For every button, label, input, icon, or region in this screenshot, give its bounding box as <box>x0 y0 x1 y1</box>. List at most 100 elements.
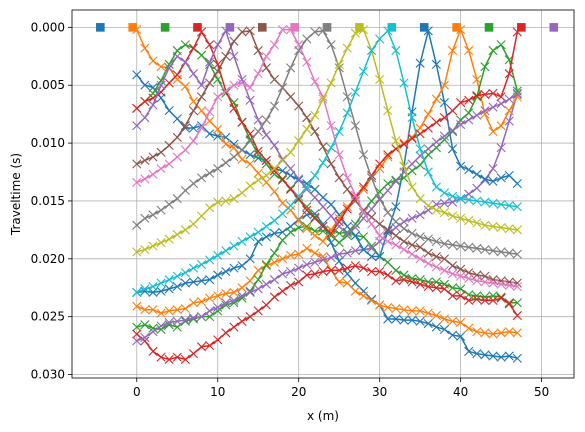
data-point <box>488 163 498 174</box>
data-point <box>456 291 466 301</box>
source-marker <box>517 23 526 32</box>
data-point <box>294 277 304 287</box>
data-point <box>383 225 393 235</box>
y-tick-label: 0.015 <box>31 194 65 208</box>
data-point <box>504 298 514 308</box>
data-point <box>269 257 280 267</box>
data-point <box>261 130 271 140</box>
data-point <box>326 265 336 275</box>
data-point <box>512 249 522 259</box>
data-point <box>156 286 166 296</box>
data-point <box>496 328 506 338</box>
data-point <box>512 353 522 363</box>
data-point <box>172 229 182 240</box>
data-point <box>407 182 417 192</box>
data-point <box>156 205 166 215</box>
data-point <box>132 121 142 131</box>
y-axis-label: Traveltime (s) <box>9 153 23 236</box>
data-point <box>391 202 401 212</box>
data-point <box>229 103 239 113</box>
data-point <box>456 271 466 281</box>
data-point <box>480 350 490 360</box>
data-point <box>415 194 425 204</box>
source-marker <box>193 23 202 32</box>
data-point <box>423 308 433 318</box>
data-point <box>334 217 344 227</box>
data-point <box>472 92 482 102</box>
data-point <box>480 62 490 72</box>
data-point <box>180 303 190 314</box>
data-point <box>277 82 288 93</box>
data-point <box>188 219 199 229</box>
data-point <box>156 147 166 157</box>
data-point <box>277 155 288 166</box>
data-point <box>375 74 385 85</box>
data-point <box>407 228 417 238</box>
y-tick-label: 0.010 <box>31 136 65 150</box>
data-point <box>188 136 199 146</box>
source-marker <box>387 23 397 32</box>
data-point <box>464 323 474 333</box>
data-point <box>415 316 425 326</box>
data-point <box>148 152 158 162</box>
data-point <box>488 295 498 306</box>
data-point <box>358 150 369 160</box>
data-point <box>277 286 288 296</box>
data-point <box>366 251 377 262</box>
data-point <box>196 106 207 116</box>
data-point <box>415 232 425 242</box>
data-point <box>286 147 296 157</box>
data-point <box>480 174 490 184</box>
data-point <box>439 279 450 289</box>
data-point <box>439 80 450 90</box>
data-point <box>447 211 458 221</box>
data-point <box>342 204 352 214</box>
data-point <box>156 62 166 72</box>
data-point <box>302 243 312 253</box>
data-point <box>310 170 320 181</box>
data-point <box>350 121 360 131</box>
data-point <box>148 305 158 315</box>
data-point <box>261 260 271 270</box>
data-point <box>180 225 190 235</box>
data-point <box>399 224 409 234</box>
data-point <box>172 316 182 326</box>
data-point <box>480 244 490 255</box>
data-point <box>172 51 182 61</box>
data-point <box>383 270 393 280</box>
data-point <box>269 216 280 226</box>
data-point <box>456 241 466 251</box>
data-point <box>269 101 280 111</box>
data-point <box>464 195 474 205</box>
data-point <box>447 316 458 326</box>
data-point <box>221 158 231 168</box>
data-point <box>391 240 401 250</box>
data-point <box>180 315 190 325</box>
data-point <box>140 155 150 166</box>
data-point <box>237 261 247 271</box>
data-point <box>350 231 360 241</box>
data-point <box>253 146 263 156</box>
data-point <box>277 154 288 164</box>
data-point <box>277 166 288 176</box>
data-point <box>383 185 393 196</box>
data-point <box>302 221 312 231</box>
data-point <box>334 221 344 231</box>
data-point <box>375 266 385 277</box>
data-point <box>375 194 385 204</box>
data-point <box>496 293 506 303</box>
data-point <box>334 256 344 266</box>
data-point <box>488 102 498 112</box>
data-point <box>302 57 312 67</box>
data-point <box>472 294 482 304</box>
data-point <box>366 204 377 214</box>
data-point <box>447 330 458 340</box>
data-point <box>245 254 255 264</box>
data-point <box>196 312 207 322</box>
data-point <box>172 114 182 124</box>
series-10 <box>132 26 522 238</box>
data-point <box>188 298 199 308</box>
data-point <box>399 315 409 325</box>
data-point <box>504 200 514 211</box>
